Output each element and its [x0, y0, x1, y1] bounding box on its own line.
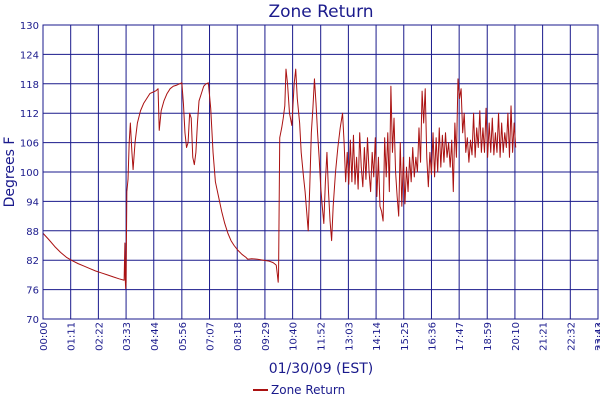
- x-tick-label-20: 23:43: [594, 322, 600, 351]
- x-tick-label-19: 22:32: [566, 322, 577, 351]
- legend-label-zone-return: Zone Return: [271, 383, 345, 397]
- x-tick-label-13: 15:25: [400, 322, 411, 351]
- x-tick-label-8: 09:29: [261, 322, 272, 351]
- x-tick-label-5: 05:56: [178, 322, 189, 351]
- y-tick-label-4: 94: [26, 197, 39, 208]
- x-tick-label-15: 17:47: [455, 322, 466, 351]
- y-tick-label-6: 106: [20, 139, 39, 150]
- y-tick-label-1: 76: [26, 286, 39, 297]
- x-tick-label-21: 23:44: [596, 322, 600, 351]
- y-tick-label-8: 118: [20, 80, 39, 91]
- x-tick-label-18: 21:21: [539, 322, 550, 351]
- y-tick-label-3: 88: [26, 227, 39, 238]
- x-tick-label-1: 01:11: [67, 322, 78, 351]
- x-tick-label-17: 20:10: [511, 322, 522, 351]
- y-tick-label-10: 130: [20, 21, 39, 32]
- x-tick-label-4: 04:44: [150, 322, 161, 351]
- chart-title: Zone Return: [268, 2, 373, 22]
- y-tick-label-7: 112: [20, 109, 39, 120]
- x-tick-label-3: 03:33: [122, 322, 133, 351]
- x-axis-title: 01/30/09 (EST): [269, 361, 374, 377]
- x-tick-label-11: 13:03: [344, 322, 355, 351]
- x-tick-label-12: 14:14: [372, 322, 383, 351]
- legend: Zone Return: [253, 383, 345, 397]
- x-tick-label-14: 16:36: [427, 322, 438, 351]
- plot-frame: [42, 24, 599, 320]
- x-tick-label-7: 08:18: [233, 322, 244, 351]
- x-tick-label-16: 18:59: [483, 322, 494, 351]
- y-tick-label-2: 82: [26, 256, 39, 267]
- y-tick-label-5: 100: [20, 168, 39, 179]
- series-line-zone-return: [42, 68, 517, 290]
- x-tick-label-0: 00:00: [39, 322, 50, 351]
- x-tick-label-9: 10:40: [289, 322, 300, 351]
- series-layer: [42, 68, 517, 290]
- y-tick-label-9: 124: [20, 50, 39, 61]
- x-tick-label-10: 11:52: [317, 322, 328, 351]
- y-axis-ticks: 70 76 82 88 94 100 106 112 118 124 130: [20, 21, 39, 326]
- y-axis-title: Degrees F: [2, 137, 18, 208]
- y-tick-label-0: 70: [26, 315, 39, 326]
- x-tick-label-6: 07:07: [206, 322, 217, 351]
- x-axis-ticks: 00:00 01:11 02:22 03:33 04:44 05:56 07:07 08:18…: [39, 322, 600, 351]
- x-tick-label-2: 02:22: [94, 322, 105, 351]
